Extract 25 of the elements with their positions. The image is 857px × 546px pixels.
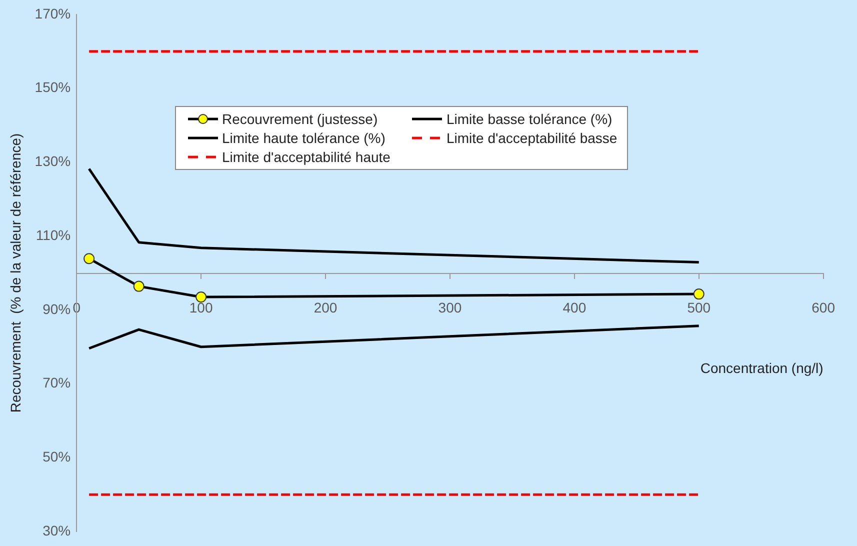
y-tick-label: 90% — [42, 300, 71, 317]
x-tick-label: 400 — [562, 299, 586, 316]
x-axis-title: Concentration (ng/l) — [700, 360, 824, 376]
x-tick-label: 200 — [314, 299, 338, 316]
y-axis-title: Recouvrement (% de la valeur de référence) — [7, 133, 24, 413]
y-tick-label: 170% — [34, 5, 71, 22]
y-tick-label: 110% — [36, 226, 71, 243]
legend-label: Limite basse tolérance (%) — [446, 111, 612, 127]
legend-label: Recouvrement (justesse) — [222, 111, 378, 127]
y-tick-label: 150% — [34, 79, 71, 96]
legend-label: Limite d'acceptabilité haute — [222, 149, 390, 165]
y-tick-label: 70% — [42, 374, 71, 391]
legend-label: Limite d'acceptabilité basse — [446, 130, 618, 146]
legend-label: Limite haute tolérance (%) — [222, 130, 386, 146]
y-tick-label: 30% — [42, 522, 71, 538]
point — [133, 280, 144, 292]
x-tick-label: 300 — [438, 299, 462, 316]
point — [693, 288, 704, 300]
x-tick-label: 600 — [812, 299, 836, 316]
y-tick-label: 50% — [42, 448, 71, 465]
x-tick-label: 100 — [189, 299, 213, 316]
point — [196, 292, 207, 303]
y-tick-label: 130% — [34, 153, 71, 170]
x-tick-label: 500 — [687, 299, 711, 316]
point — [84, 253, 95, 264]
